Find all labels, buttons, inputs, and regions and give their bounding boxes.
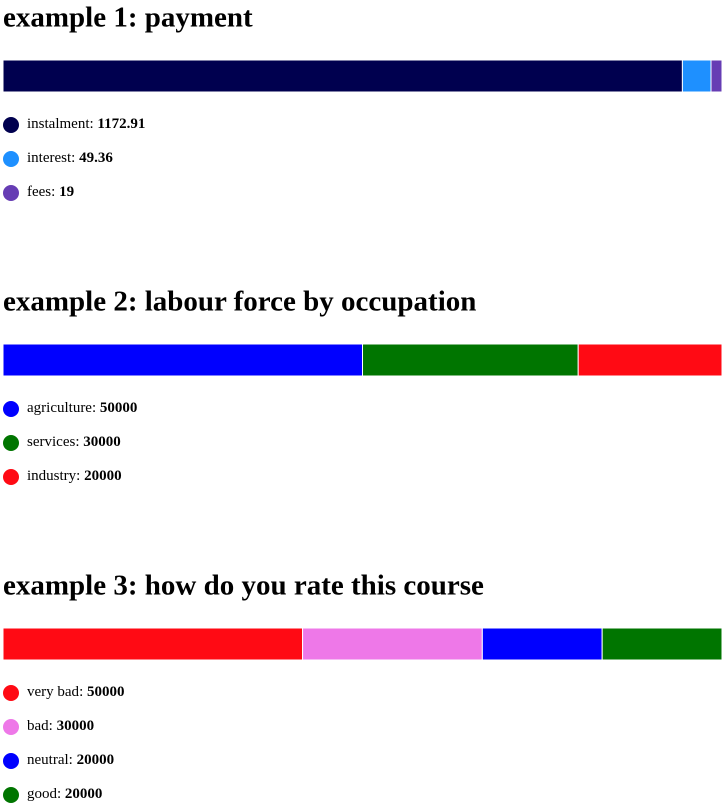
legend-separator: :	[79, 684, 87, 700]
legend-name: instalment	[27, 116, 90, 132]
legend-entry: interest: 49.36	[27, 150, 113, 166]
legend-value: 20000	[84, 468, 122, 484]
legend-swatch	[3, 401, 19, 417]
legend-separator: :	[49, 718, 57, 734]
legend-swatch	[3, 787, 19, 803]
legend-name: services	[27, 434, 75, 450]
legend-separator: :	[51, 184, 59, 200]
legend-value: 50000	[87, 684, 125, 700]
legend-value: 30000	[57, 718, 95, 734]
bar-segment	[577, 343, 723, 377]
legend-name: very bad	[27, 684, 80, 700]
legend-entry: industry: 20000	[27, 468, 122, 484]
legend-separator: :	[92, 400, 100, 416]
legend-entry: instalment: 1172.91	[27, 116, 145, 132]
legend-name: agriculture	[27, 400, 92, 416]
bar-segment	[481, 627, 603, 661]
legend-value: 50000	[100, 400, 138, 416]
legend-separator: :	[90, 116, 98, 132]
legend-entry: agriculture: 50000	[27, 400, 137, 416]
legend-swatch	[3, 719, 19, 735]
legend-separator: :	[57, 786, 65, 802]
legend-separator: :	[75, 434, 83, 450]
legend-swatch	[3, 469, 19, 485]
legend-value: 1172.91	[97, 116, 145, 132]
bar-segment	[302, 627, 483, 661]
legend-entry: good: 20000	[27, 786, 102, 802]
legend-value: 49.36	[79, 150, 113, 166]
legend-swatch	[3, 685, 19, 701]
legend-name: good	[27, 786, 58, 802]
chart-title: example 1: payment	[3, 2, 253, 34]
legend-separator: :	[71, 150, 79, 166]
legend-entry: very bad: 50000	[27, 684, 124, 700]
legend-value: 19	[59, 184, 74, 200]
legend-swatch	[3, 185, 19, 201]
legend-name: interest	[27, 150, 72, 166]
legend-value: 20000	[77, 752, 115, 768]
legend-swatch	[3, 151, 19, 167]
chart-title: example 2: labour force by occupation	[3, 286, 476, 318]
bar-segment	[362, 343, 579, 377]
legend-separator: :	[76, 468, 84, 484]
legend-entry: neutral: 20000	[27, 752, 114, 768]
bar-segment	[2, 627, 304, 661]
legend-swatch	[3, 117, 19, 133]
legend-entry: fees: 19	[27, 184, 74, 200]
bar-segment	[601, 627, 723, 661]
legend-swatch	[3, 435, 19, 451]
legend-entry: services: 30000	[27, 434, 121, 450]
legend-value: 30000	[83, 434, 121, 450]
legend-entry: bad: 30000	[27, 718, 94, 734]
legend-name: fees	[27, 184, 51, 200]
legend-name: bad	[27, 718, 49, 734]
bar-segment	[2, 343, 363, 377]
legend-swatch	[3, 753, 19, 769]
bar-segment	[2, 59, 683, 93]
legend-name: neutral	[27, 752, 69, 768]
bar-segment	[681, 59, 712, 93]
bar-segment	[710, 59, 723, 93]
chart-title: example 3: how do you rate this course	[3, 570, 484, 602]
legend-value: 20000	[65, 786, 103, 802]
legend-separator: :	[69, 752, 77, 768]
legend-name: industry	[27, 468, 77, 484]
